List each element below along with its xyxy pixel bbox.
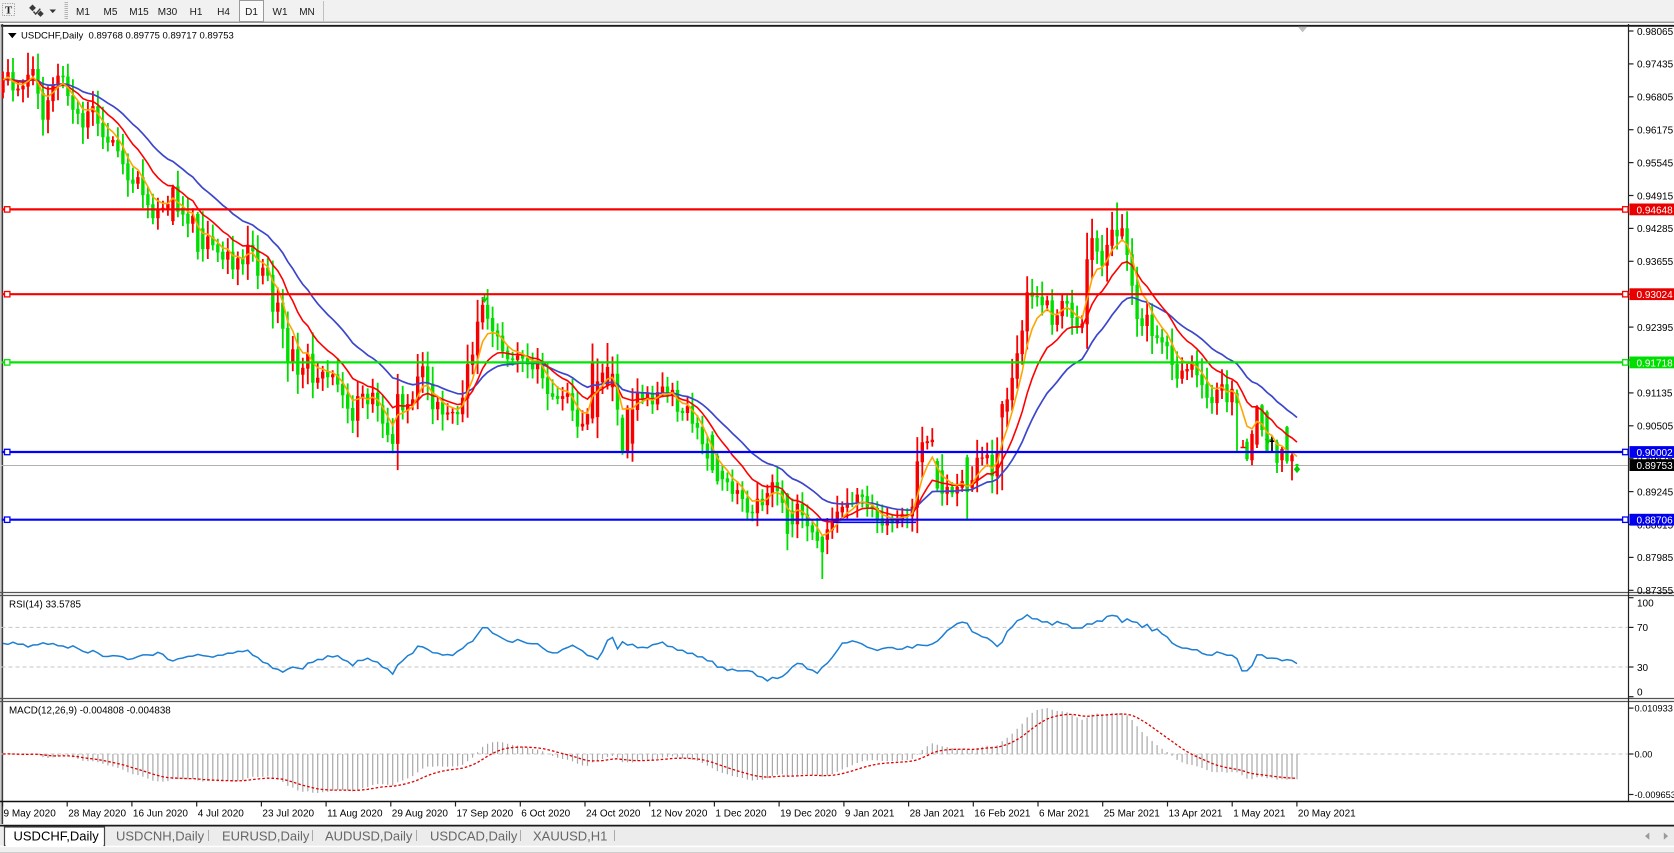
svg-text:0.95545: 0.95545 (1637, 158, 1674, 169)
svg-text:4 Jul 2020: 4 Jul 2020 (198, 809, 245, 820)
svg-text:0.89245: 0.89245 (1637, 487, 1674, 498)
svg-text:23 Jul 2020: 23 Jul 2020 (262, 809, 314, 820)
svg-text:17 Sep 2020: 17 Sep 2020 (457, 809, 514, 820)
svg-text:USDCHF,Daily: USDCHF,Daily (14, 829, 100, 844)
svg-text:USDCNH,Daily: USDCNH,Daily (116, 829, 205, 844)
svg-text:0.87985: 0.87985 (1637, 553, 1674, 564)
svg-text:USDCHF,Daily 0.89768 0.89775: USDCHF,Daily 0.89768 0.89775 0.89717 0.8… (21, 31, 234, 42)
svg-text:-0.009653: -0.009653 (1635, 790, 1674, 800)
svg-text:13 Apr 2021: 13 Apr 2021 (1169, 809, 1223, 820)
svg-text:M15: M15 (129, 7, 149, 18)
svg-text:0.96175: 0.96175 (1637, 126, 1674, 137)
svg-text:0.94648: 0.94648 (1637, 205, 1674, 216)
svg-text:6 Oct 2020: 6 Oct 2020 (521, 809, 570, 820)
svg-text:30: 30 (1637, 663, 1649, 674)
svg-text:28 Jan 2021: 28 Jan 2021 (910, 809, 965, 820)
svg-text:0.98065: 0.98065 (1637, 27, 1674, 38)
svg-text:16 Feb 2021: 16 Feb 2021 (974, 809, 1031, 820)
svg-text:6 Mar 2021: 6 Mar 2021 (1039, 809, 1090, 820)
svg-text:0.94915: 0.94915 (1637, 191, 1674, 202)
svg-text:12 Nov 2020: 12 Nov 2020 (651, 809, 708, 820)
svg-text:MACD(12,26,9) -0.004808 -0.004: MACD(12,26,9) -0.004808 -0.004838 (9, 706, 171, 717)
svg-text:0.96805: 0.96805 (1637, 93, 1674, 104)
svg-text:XAUUSD,H1: XAUUSD,H1 (533, 829, 607, 844)
svg-text:0.93024: 0.93024 (1637, 290, 1674, 301)
svg-text:0.89753: 0.89753 (1637, 461, 1674, 472)
svg-text:EURUSD,Daily: EURUSD,Daily (222, 829, 310, 844)
svg-text:M30: M30 (158, 7, 178, 18)
svg-text:W1: W1 (273, 7, 288, 18)
svg-text:0.90505: 0.90505 (1637, 422, 1674, 433)
svg-text:AUDUSD,Daily: AUDUSD,Daily (325, 829, 413, 844)
svg-text:0.91718: 0.91718 (1637, 358, 1674, 369)
svg-text:25 Mar 2021: 25 Mar 2021 (1104, 809, 1161, 820)
svg-text:0.92395: 0.92395 (1637, 323, 1674, 334)
svg-text:USDCAD,Daily: USDCAD,Daily (430, 829, 518, 844)
svg-text:0.90002: 0.90002 (1637, 448, 1674, 459)
svg-text:T: T (5, 5, 13, 17)
svg-text:9 Jan 2021: 9 Jan 2021 (845, 809, 895, 820)
svg-text:0.00: 0.00 (1635, 750, 1653, 760)
svg-text:70: 70 (1637, 623, 1649, 634)
svg-text:H1: H1 (190, 7, 203, 18)
svg-text:100: 100 (1637, 598, 1654, 609)
svg-text:0.93655: 0.93655 (1637, 257, 1674, 268)
svg-text:1 May 2021: 1 May 2021 (1233, 809, 1286, 820)
svg-text:0.88706: 0.88706 (1637, 516, 1674, 527)
svg-text:1 Dec 2020: 1 Dec 2020 (715, 809, 767, 820)
svg-text:11 Aug 2020: 11 Aug 2020 (327, 809, 383, 820)
svg-text:M1: M1 (76, 7, 90, 18)
svg-text:16 Jun 2020: 16 Jun 2020 (133, 809, 188, 820)
svg-text:20 May 2021: 20 May 2021 (1298, 809, 1356, 820)
svg-text:24 Oct 2020: 24 Oct 2020 (586, 809, 641, 820)
svg-text:RSI(14) 33.5785: RSI(14) 33.5785 (9, 600, 81, 611)
svg-text:0: 0 (1637, 687, 1643, 698)
svg-text:MN: MN (299, 7, 315, 18)
svg-text:0.91135: 0.91135 (1637, 389, 1673, 400)
svg-text:D1: D1 (245, 7, 258, 18)
svg-text:M5: M5 (104, 7, 118, 18)
svg-text:0.94285: 0.94285 (1637, 224, 1674, 235)
svg-text:0.88615: 0.88615 (1637, 520, 1674, 531)
svg-text:0.87355: 0.87355 (1637, 586, 1674, 597)
svg-text:29 Aug 2020: 29 Aug 2020 (392, 809, 449, 820)
svg-text:H4: H4 (217, 7, 230, 18)
svg-text:28 May 2020: 28 May 2020 (68, 809, 126, 820)
svg-text:0.97435: 0.97435 (1637, 60, 1674, 71)
svg-text:9 May 2020: 9 May 2020 (4, 809, 57, 820)
svg-text:0.010933: 0.010933 (1635, 704, 1673, 714)
svg-text:19 Dec 2020: 19 Dec 2020 (780, 809, 837, 820)
